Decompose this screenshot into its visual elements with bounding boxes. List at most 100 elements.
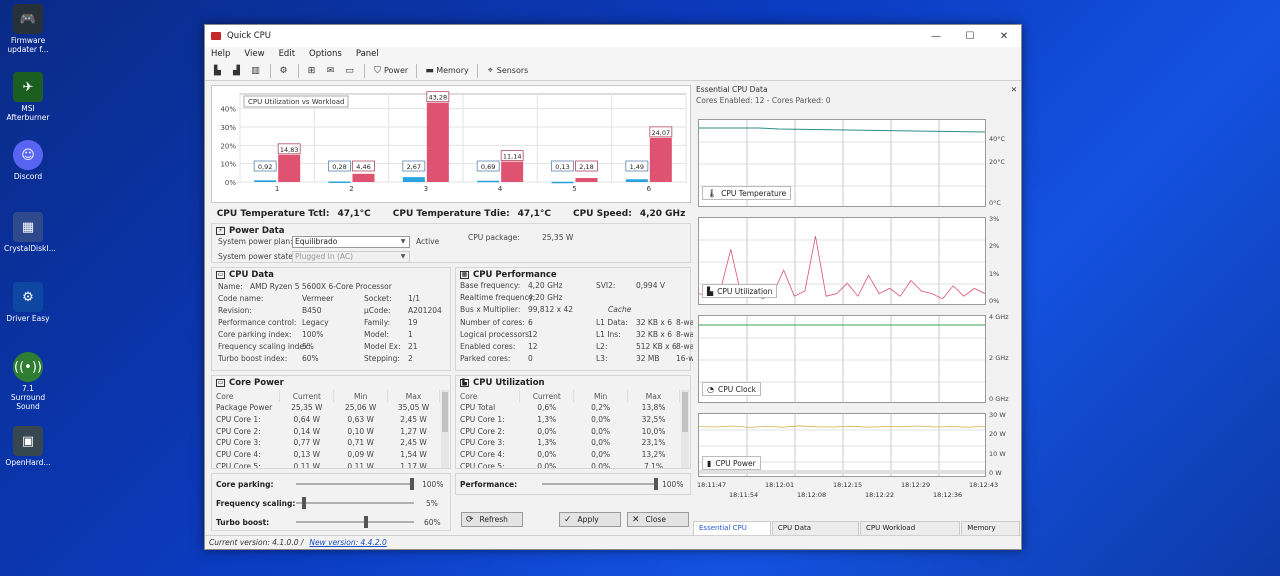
core-parking-slider[interactable] (296, 478, 414, 490)
apply-button[interactable]: ✓ Apply (559, 512, 621, 527)
cpu-utilization-table: Core Current Min Max CPU Total 0,6% 0,2% 13,8% C… (458, 390, 680, 469)
table-row[interactable]: Package Power 25,35 W 25,06 W 35,05 W (214, 402, 440, 414)
performance-slider[interactable] (542, 478, 658, 490)
power-plan-select[interactable]: Equilibrado ▼ (292, 236, 410, 248)
bar (625, 179, 648, 182)
menu-panel[interactable]: Panel (355, 49, 379, 59)
bar (278, 154, 301, 182)
table-row[interactable]: CPU Core 1: 1,3% 0,0% 32,5% (458, 414, 680, 426)
table-cell: CPU Core 5: (460, 461, 505, 469)
data-label-box (625, 160, 649, 172)
menu-options[interactable]: Options (309, 49, 342, 59)
table-row[interactable]: CPU Core 2: 0,0% 0,0% 10,0% (458, 425, 680, 437)
tab-memory-data[interactable]: Memory Data (961, 521, 1020, 544)
perf-value: 99,812 x 42 (528, 305, 573, 315)
bar (551, 181, 574, 184)
x-tick-label: 6 (647, 185, 652, 193)
desktop-icon-surround-sound[interactable]: ((•)) 7.1 Surround Sound (4, 352, 52, 411)
frequency-scaling-slider[interactable] (296, 497, 414, 509)
minimize-button[interactable]: — (931, 30, 941, 42)
close-window-button[interactable]: ✕ (999, 30, 1009, 42)
data-label-box (277, 143, 301, 155)
table-cell: CPU Core 4: (460, 450, 505, 460)
close-panel-icon[interactable]: ✕ (1010, 84, 1017, 94)
table-cell: 0,77 W (293, 438, 321, 448)
cpu-data-value: 60% (302, 354, 319, 363)
core-power-scrollbar[interactable] (441, 390, 449, 468)
refresh-button[interactable]: ⟳ Refresh (461, 512, 523, 527)
tab-cpu-data-distribution[interactable]: CPU Data Distribution (771, 521, 860, 544)
close-icon: ✕ (632, 514, 640, 525)
desktop-icon-firmware-updater[interactable]: 🎮 Firmware updater f... (4, 4, 52, 54)
chart-view-2-button[interactable]: ▟ (230, 65, 243, 77)
x-tick-label: 5 (572, 185, 576, 193)
cpu-data-label: Frequency scaling index: (218, 342, 311, 351)
menu-edit[interactable]: Edit (278, 49, 296, 59)
menu-help[interactable]: Help (211, 49, 231, 59)
crystaldisk-icon: ▦ (13, 212, 43, 242)
perf-label: Bus x Multiplier: (460, 305, 521, 315)
power-button[interactable]: ⛉ Power (371, 65, 408, 77)
core-power-title: Core Power (229, 378, 284, 388)
cpu-data-value: B450 (302, 306, 322, 315)
cpu-utilization-scrollbar[interactable] (681, 390, 689, 468)
window-button[interactable]: ▭ (343, 65, 356, 77)
message-button[interactable]: ✉ (324, 65, 337, 77)
performance-label: Performance: (460, 480, 518, 489)
table-cell: 25,35 W (291, 403, 323, 413)
table-row[interactable]: CPU Core 5: 0,11 W 0,11 W 1,17 W (214, 460, 440, 468)
perf-label: L1 Ins: (596, 329, 621, 339)
table-row[interactable]: CPU Core 5: 0,0% 0,0% 7,1% (458, 460, 680, 469)
y-axis-tick: 0% (989, 297, 1000, 305)
title-bar[interactable]: Quick CPU — ☐ ✕ (205, 25, 1021, 47)
table-cell: 0,0% (537, 450, 557, 460)
window-title: Quick CPU (227, 31, 272, 41)
settings-button[interactable]: ⚙ (277, 65, 290, 77)
turbo-boost-slider[interactable] (296, 516, 414, 528)
desktop-icon-discord[interactable]: ☺ Discord (4, 140, 52, 181)
maximize-button[interactable]: ☐ (965, 30, 975, 42)
table-row[interactable]: CPU Core 1: 0,64 W 0,63 W 2,45 W (214, 414, 440, 426)
surround-icon: ((•)) (13, 352, 43, 382)
tab-essential-cpu-data[interactable]: Essential CPU Data (693, 521, 771, 544)
table-cell: 25,06 W (345, 403, 377, 413)
close-button[interactable]: ✕ Close (627, 512, 689, 527)
perf-label: SVI2: (596, 281, 616, 290)
table-row[interactable]: CPU Total 0,6% 0,2% 13,8% (458, 402, 680, 414)
desktop-icon-driver-easy[interactable]: ⚙ Driver Easy (4, 282, 52, 323)
cpu-data-label: Turbo boost index: (218, 354, 288, 363)
cpu-data-label: µCode: (364, 306, 391, 315)
table-row[interactable]: CPU Core 2: 0,14 W 0,10 W 1,27 W (214, 425, 440, 437)
table-row[interactable]: CPU Core 3: 1,3% 0,0% 23,1% (458, 437, 680, 449)
graph-label: 🌡 CPU Temperature (702, 186, 792, 200)
tab-cpu-workload-delegation[interactable]: CPU Workload Delegation (860, 521, 961, 544)
chart-view-1-button[interactable]: ▙ (211, 65, 224, 77)
desktop-icon-openhardware[interactable]: ▣ OpenHard... (4, 426, 52, 467)
table-cell: CPU Core 2: (460, 426, 505, 436)
chevron-down-icon: ▼ (400, 238, 406, 245)
network-button[interactable]: ⊞ (305, 65, 318, 77)
app-icon (211, 32, 221, 40)
table-row[interactable]: CPU Core 3: 0,77 W 0,71 W 2,45 W (214, 437, 440, 449)
time-tick: 18:12:29 (901, 481, 931, 489)
time-tick: 18:12:15 (833, 481, 863, 489)
column-header: Core (458, 390, 521, 402)
table-row[interactable]: CPU Core 4: 0,13 W 0,09 W 1,54 W (214, 449, 440, 461)
memory-button[interactable]: ▬ Memory (423, 65, 468, 77)
sensors-button[interactable]: ⌖ Sensors (484, 65, 529, 77)
core-power-table: Core Current Min Max Package Power 25,35 W 25,… (214, 390, 440, 468)
cpu-data-label: Performance control: (218, 318, 297, 327)
desktop-icon-msi-afterburner[interactable]: ✈ MSI Afterburner (4, 72, 52, 122)
chart-view-3-button[interactable]: ▥ (249, 65, 262, 77)
column-header: Max (387, 390, 440, 402)
bar-chart-icon: ▥ (251, 65, 260, 76)
desktop-icon-crystaldisk[interactable]: ▦ CrystalDiskI... (4, 212, 56, 253)
menu-view[interactable]: View (244, 49, 265, 59)
new-version-link[interactable]: New version: 4.4.2.0 (309, 538, 387, 547)
check-icon: ✓ (564, 514, 572, 525)
bar (649, 137, 672, 182)
cpu-utilization-title: CPU Utilization (473, 378, 545, 388)
table-row[interactable]: CPU Core 4: 0,0% 0,0% 13,2% (458, 449, 680, 461)
perf-value: 32 KB x 6 (636, 317, 672, 327)
afterburner-icon: ✈ (13, 72, 43, 102)
